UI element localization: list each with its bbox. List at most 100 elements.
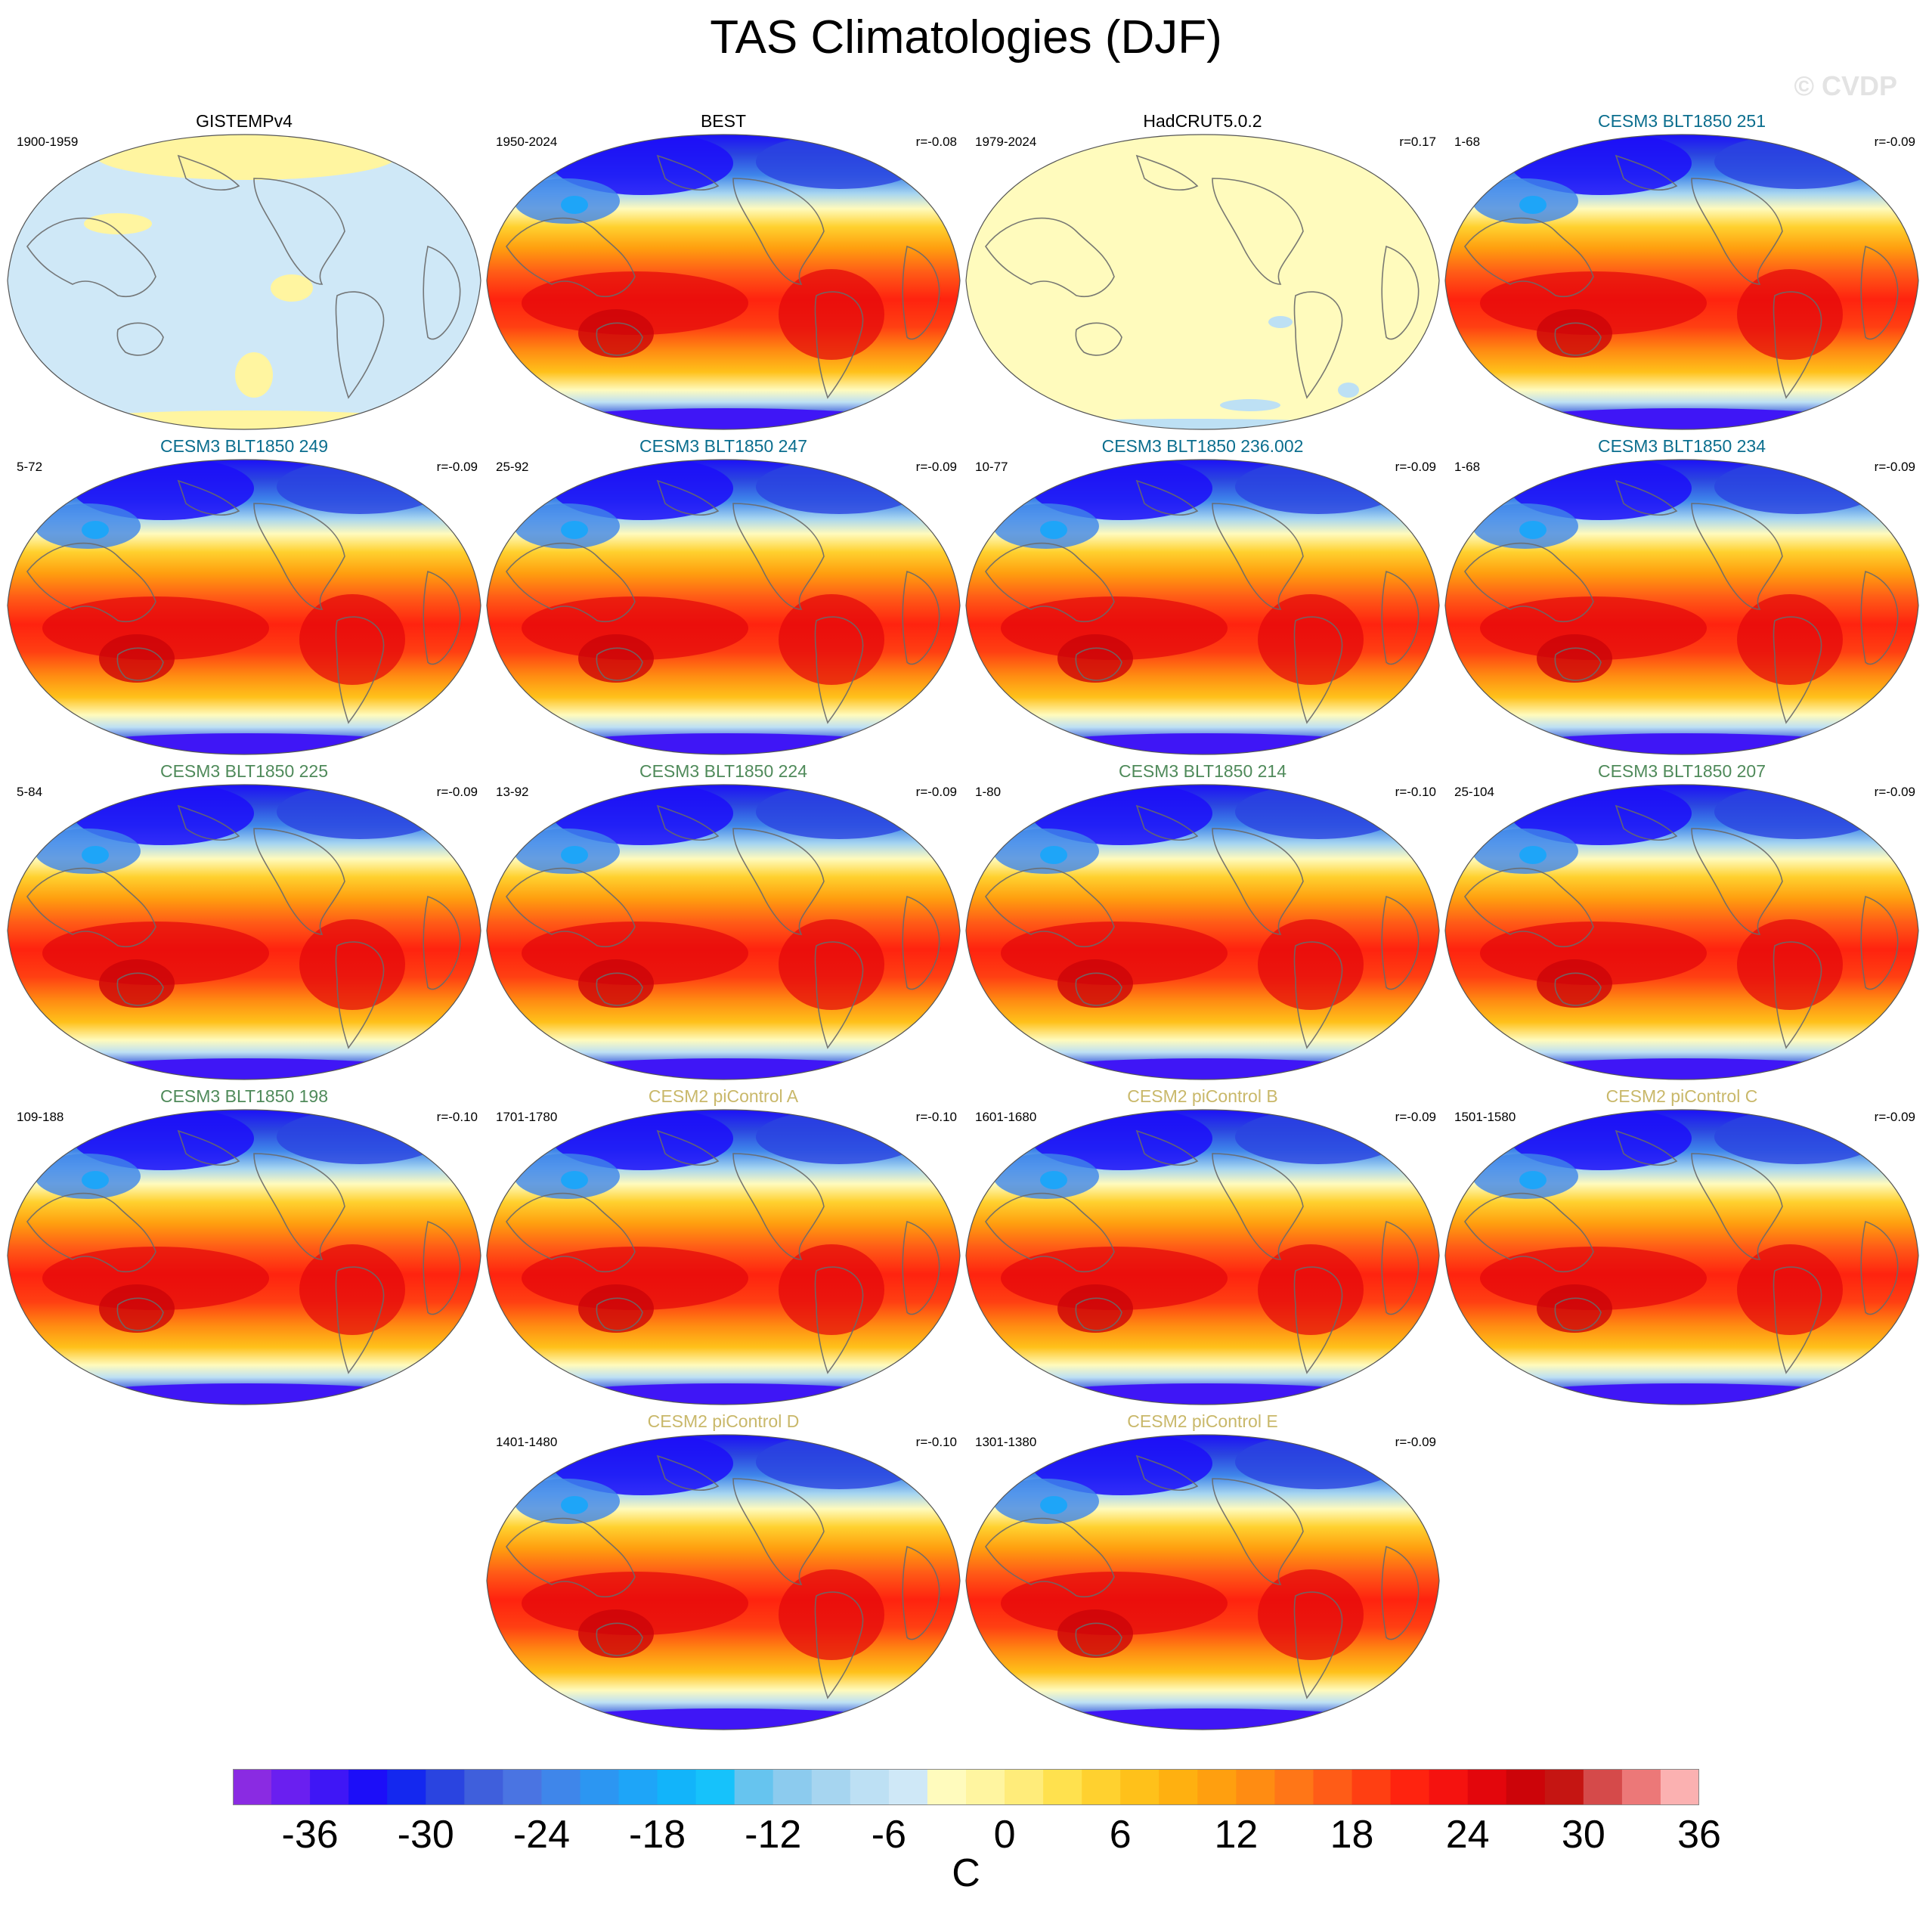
panel-period: 1-68 <box>1454 460 1481 474</box>
map-field <box>7 1109 481 1405</box>
figure-title: TAS Climatologies (DJF) <box>710 11 1222 64</box>
panel-title: CESM3 BLT1850 207 <box>1597 761 1766 781</box>
colorbar-box <box>1197 1769 1237 1805</box>
panel-title: BEST <box>700 111 747 131</box>
panel-title: CESM2 piControl D <box>647 1411 800 1431</box>
colorbar-box <box>310 1769 349 1805</box>
panel-correlation: r=-0.09 <box>915 460 957 474</box>
colorbar-box <box>811 1769 851 1805</box>
panel-title: CESM3 BLT1850 214 <box>1118 761 1287 781</box>
panel-title: CESM3 BLT1850 249 <box>159 436 329 456</box>
panel-correlation: r=-0.10 <box>915 1110 957 1124</box>
panel-title: CESM2 piControl E <box>1127 1411 1278 1431</box>
panel-period: 5-72 <box>17 460 43 474</box>
colorbar-box <box>1429 1769 1469 1805</box>
colorbar-tick-label: 30 <box>1561 1813 1605 1857</box>
panel-correlation: r=-0.09 <box>1395 1110 1436 1124</box>
panel-correlation: r=-0.10 <box>436 1110 478 1124</box>
colorbar-tick-label: -18 <box>629 1813 686 1857</box>
map-field <box>7 459 481 755</box>
colorbar-tick-label: -12 <box>745 1813 802 1857</box>
colorbar-box <box>1005 1769 1044 1805</box>
panel-correlation: r=-0.10 <box>1395 785 1436 799</box>
colorbar-tick-label: 6 <box>1109 1813 1132 1857</box>
colorbar-box <box>233 1769 272 1805</box>
panel-period: 1900-1959 <box>17 135 79 149</box>
colorbar-box <box>966 1769 1005 1805</box>
map-panel: CESM3 BLT1850 224 13-92 r=-0.09 <box>484 760 963 1086</box>
map-panel: CESM3 BLT1850 198 109-188 r=-0.10 <box>5 1086 484 1411</box>
panel-correlation: r=-0.09 <box>1874 1110 1915 1124</box>
panel-period: 25-104 <box>1454 785 1494 799</box>
panel-period: 109-188 <box>17 1110 64 1124</box>
colorbar-box <box>1236 1769 1275 1805</box>
map-panel: HadCRUT5.0.2 1979-2024 r=0.17 <box>963 110 1442 435</box>
panel-title: CESM3 BLT1850 247 <box>639 436 808 456</box>
colorbar-box <box>464 1769 503 1805</box>
colorbar-box <box>850 1769 890 1805</box>
colorbar-box <box>580 1769 620 1805</box>
panel-period: 1301-1380 <box>975 1435 1037 1449</box>
panel-correlation: r=-0.09 <box>436 785 478 799</box>
panel-correlation: r=-0.09 <box>436 460 478 474</box>
colorbar-box <box>1351 1769 1392 1805</box>
map-panel: CESM3 BLT1850 234 1-68 r=-0.09 <box>1442 435 1921 760</box>
map-panel: CESM2 piControl E 1301-1380 r=-0.09 <box>963 1411 1442 1736</box>
panel-title: HadCRUT5.0.2 <box>1143 111 1262 131</box>
colorbar-box <box>271 1769 311 1805</box>
map-panel: BEST 1950-2024 r=-0.08 <box>484 110 963 435</box>
panel-period: 1950-2024 <box>496 135 558 149</box>
panel-period: 1-68 <box>1454 135 1481 149</box>
map-panel: CESM2 piControl A 1701-1780 r=-0.10 <box>484 1086 963 1411</box>
colorbar-box <box>1274 1769 1314 1805</box>
map-field <box>965 459 1440 755</box>
map-field <box>1444 459 1919 755</box>
panel-correlation: r=-0.09 <box>1874 460 1915 474</box>
panel-correlation: r=-0.09 <box>1395 460 1436 474</box>
colorbar-box <box>618 1769 658 1805</box>
map-panel: CESM3 BLT1850 207 25-104 r=-0.09 <box>1442 760 1921 1086</box>
colorbar-box <box>1159 1769 1198 1805</box>
panel-correlation: r=-0.08 <box>915 135 957 149</box>
map-panel: CESM3 BLT1850 225 5-84 r=-0.09 <box>5 760 484 1086</box>
map-field <box>7 134 481 430</box>
colorbar-box <box>1082 1769 1121 1805</box>
map-field <box>965 1434 1440 1730</box>
map-panel: CESM3 BLT1850 236.002 10-77 r=-0.09 <box>963 435 1442 760</box>
colorbar <box>233 1769 1699 1805</box>
map-field <box>486 1109 961 1405</box>
colorbar-box <box>426 1769 465 1805</box>
colorbar-box <box>387 1769 426 1805</box>
map-field <box>1444 1109 1919 1405</box>
colorbar-box <box>1043 1769 1082 1805</box>
map-field <box>486 1434 961 1730</box>
colorbar-tick-label: -6 <box>871 1813 907 1857</box>
panel-period: 25-92 <box>496 460 529 474</box>
panel-title: CESM3 BLT1850 225 <box>159 761 329 781</box>
map-field <box>486 134 961 430</box>
map-panel: CESM2 piControl B 1601-1680 r=-0.09 <box>963 1086 1442 1411</box>
panel-title: CESM3 BLT1850 251 <box>1597 111 1766 131</box>
colorbar-tick-label: 24 <box>1445 1813 1490 1857</box>
watermark: © CVDP <box>1794 70 1897 101</box>
colorbar-box <box>1621 1769 1661 1805</box>
map-field <box>965 784 1440 1080</box>
colorbar-box <box>1583 1769 1623 1805</box>
panel-correlation: r=-0.09 <box>1874 785 1915 799</box>
colorbar-box <box>1660 1769 1699 1805</box>
map-field <box>7 784 481 1080</box>
panel-title: CESM3 BLT1850 224 <box>639 761 808 781</box>
panel-period: 1601-1680 <box>975 1110 1037 1124</box>
map-panel: GISTEMPv4 1900-1959 <box>5 110 484 435</box>
map-field <box>965 134 1440 430</box>
panel-period: 1979-2024 <box>975 135 1037 149</box>
colorbar-tick-label: -24 <box>512 1813 570 1857</box>
colorbar-box <box>888 1769 928 1805</box>
colorbar-box <box>734 1769 774 1805</box>
panel-period: 1501-1580 <box>1454 1110 1516 1124</box>
panel-correlation: r=-0.09 <box>1874 135 1915 149</box>
colorbar-box <box>927 1769 967 1805</box>
panel-period: 1701-1780 <box>496 1110 558 1124</box>
panel-period: 5-84 <box>17 785 43 799</box>
panel-period: 10-77 <box>975 460 1008 474</box>
